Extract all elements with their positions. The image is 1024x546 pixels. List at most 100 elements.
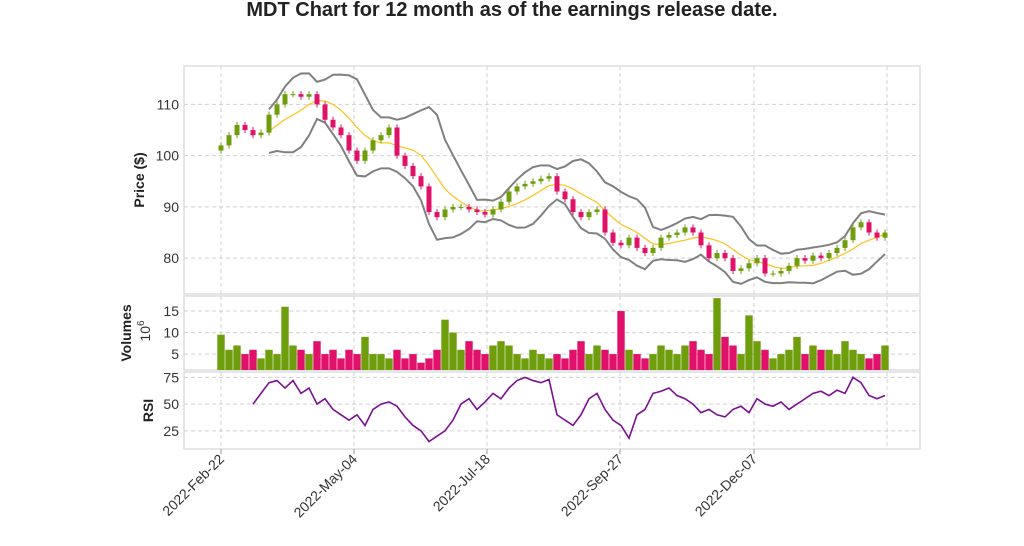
candle-body [322, 104, 328, 120]
candle-body [234, 124, 240, 136]
volume-bar [297, 349, 305, 370]
candle-body [842, 240, 848, 248]
x-tick-label: 2022-Dec-07 [692, 451, 761, 520]
volume-bar [489, 345, 497, 370]
volume-bar [497, 341, 505, 370]
volume-bar [241, 354, 249, 370]
candle-body [338, 127, 344, 136]
candle-body [834, 247, 840, 254]
candle-body [786, 265, 792, 271]
candle-body [826, 253, 832, 259]
volume-bar [521, 358, 529, 370]
y-tick-label: 75 [163, 369, 179, 385]
y-tick-label: 25 [163, 423, 179, 439]
panel-frame-rsi [183, 371, 921, 450]
candle-body [778, 270, 784, 274]
candle-body [226, 135, 232, 146]
candle-body [314, 94, 320, 105]
volume-bar [873, 354, 881, 370]
candle-body [474, 209, 480, 213]
candle-body [250, 130, 256, 136]
candle-body [458, 206, 464, 208]
volume-bar [793, 336, 801, 370]
volume-bar [833, 354, 841, 370]
volume-bar [625, 349, 633, 370]
volume-bar [289, 345, 297, 370]
candle-body [610, 232, 616, 243]
candle-body [386, 127, 392, 136]
volume-bar [617, 311, 625, 370]
volume-bar [681, 345, 689, 370]
candle-body [498, 201, 504, 210]
candle-body [242, 124, 248, 131]
volume-bar [593, 345, 601, 370]
y-axis-label-rsi: RSI [140, 399, 156, 422]
unit-exponent: 6 [136, 320, 147, 326]
candle-body [762, 258, 768, 274]
candle-body [794, 258, 800, 266]
x-tick-label: 2022-Jul-18 [430, 451, 494, 515]
candle-body [546, 176, 552, 179]
volume-bar [585, 354, 593, 370]
candle-body [218, 145, 224, 151]
candle-body [682, 227, 688, 233]
volume-bar [721, 336, 729, 370]
candle-body [866, 222, 872, 233]
candle-body [594, 209, 600, 213]
y-tick-label: 50 [163, 396, 179, 412]
volume-bar [473, 349, 481, 370]
volume-bar [689, 341, 697, 370]
volume-bar [745, 315, 753, 370]
candle-body [266, 114, 272, 133]
volume-bar [233, 345, 241, 370]
candle-body [770, 273, 776, 275]
candle-body [650, 247, 656, 254]
volume-bar [409, 354, 417, 370]
volume-bar [801, 354, 809, 370]
volume-bar [281, 306, 289, 370]
volume-bar [569, 349, 577, 370]
candle-body [274, 104, 280, 115]
volume-bar [513, 354, 521, 370]
candle-body [690, 227, 696, 233]
volume-bar [825, 349, 833, 370]
volume-bar [353, 354, 361, 370]
candle-body [554, 176, 560, 192]
volume-bar [385, 358, 393, 370]
candle-body [882, 232, 888, 238]
candle-body [354, 150, 360, 161]
volume-bar [777, 354, 785, 370]
bollinger-lower-line [268, 117, 886, 285]
volume-bar [729, 345, 737, 370]
candle-body [434, 212, 440, 218]
candle-body [410, 165, 416, 177]
candle-body [642, 247, 648, 254]
volume-bar [249, 349, 257, 370]
volume-bar [377, 354, 385, 370]
candle-body [298, 94, 304, 97]
candle-body [754, 258, 760, 264]
candle-body [482, 212, 488, 215]
x-tick-label: 2022-Sep-27 [558, 451, 627, 520]
y-axis-unit: 106 [136, 320, 153, 342]
volume-bar [481, 354, 489, 370]
bollinger-upper-line [268, 72, 886, 255]
volume-bar [273, 354, 281, 370]
candle-body [674, 232, 680, 236]
y-tick-label: 110 [157, 96, 180, 112]
volume-bar [537, 354, 545, 370]
candle-body [722, 253, 728, 259]
volume-bar [369, 354, 377, 370]
candle-body [466, 206, 472, 210]
y-axis-label-price: Price ($) [131, 152, 147, 207]
volume-bar [425, 358, 433, 370]
y-tick-label: 90 [163, 199, 179, 215]
volume-bar [841, 341, 849, 370]
volume-bar [865, 358, 873, 370]
volume-bar [713, 298, 721, 370]
candle-body [618, 242, 624, 246]
candle-body [450, 206, 456, 210]
volume-bar [577, 341, 585, 370]
volume-bar [329, 349, 337, 370]
